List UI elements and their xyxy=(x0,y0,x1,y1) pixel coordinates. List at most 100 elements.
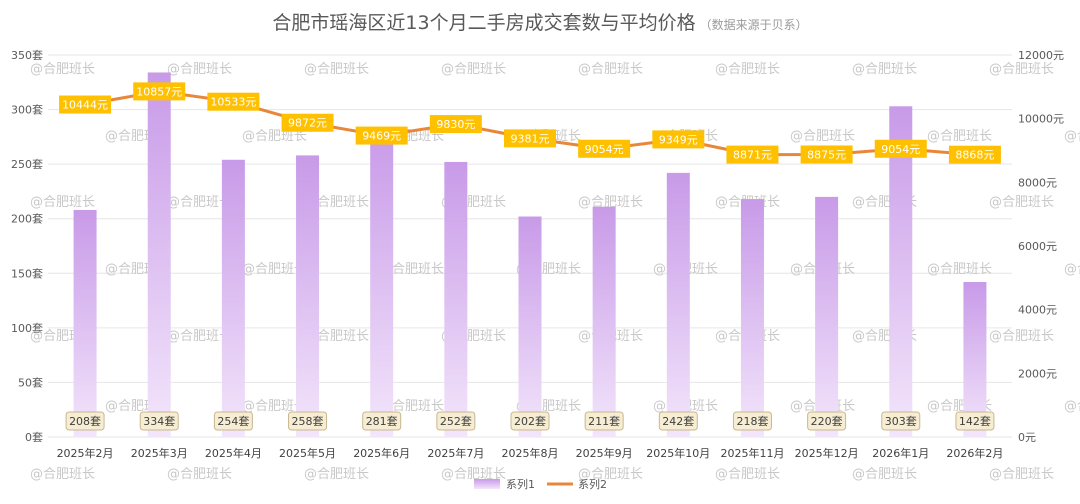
watermark-text: @合肥班长 xyxy=(927,262,992,277)
price-label-box xyxy=(578,139,631,158)
price-label-box xyxy=(133,82,186,101)
bar xyxy=(370,130,394,437)
watermark-text: @合肥班长 xyxy=(1064,262,1080,277)
bar xyxy=(889,106,913,437)
watermark-text: @合肥班长 xyxy=(989,329,1054,344)
count-label-box xyxy=(955,411,995,431)
y-right-tick-label: 2000元 xyxy=(1018,367,1057,380)
watermark-text: @合肥班长 xyxy=(242,129,307,144)
watermark-text: @合肥班长 xyxy=(441,62,506,77)
price-label-box xyxy=(504,129,556,148)
bar xyxy=(815,196,839,437)
watermark-text: @合肥班长 xyxy=(167,329,232,344)
watermark-text: @合肥班长 xyxy=(578,62,643,77)
count-label-box xyxy=(436,411,476,431)
watermark-text: @合肥班长 xyxy=(304,329,369,344)
watermark-text: @合肥班长 xyxy=(989,62,1054,77)
y-left-tick-label: 50套 xyxy=(18,376,43,389)
price-label: 9830元 xyxy=(436,118,475,131)
count-label-box xyxy=(288,411,328,431)
count-label-box xyxy=(732,411,772,431)
title-block: 合肥市瑶海区近13个月二手房成交套数与平均价格 （数据来源于贝系） xyxy=(0,8,1080,35)
price-label-box xyxy=(207,92,260,111)
count-label: 242套 xyxy=(662,415,694,428)
legend-label: 系列2 xyxy=(578,477,607,491)
watermark-text: @合肥班长 xyxy=(167,62,232,77)
price-label: 10444元 xyxy=(62,99,108,112)
price-label: 9349元 xyxy=(659,133,698,146)
y-right-tick-label: 8000元 xyxy=(1018,176,1057,189)
count-label-box xyxy=(362,411,402,431)
y-right-tick-label: 0元 xyxy=(1018,431,1036,444)
price-label-box xyxy=(652,130,705,149)
count-label: 258套 xyxy=(292,415,324,428)
watermark-text: @合肥班长 xyxy=(927,129,992,144)
price-label: 8875元 xyxy=(807,148,846,161)
watermark-text: @合肥班长 xyxy=(441,467,506,482)
watermark-text: @合肥班长 xyxy=(30,467,95,482)
count-label: 303套 xyxy=(885,415,917,428)
watermark-text: @合肥班长 xyxy=(304,467,369,482)
price-label-box xyxy=(948,145,1001,164)
price-label-box xyxy=(726,145,779,164)
x-category-label: 2025年9月 xyxy=(576,446,633,460)
legend-bar-swatch xyxy=(474,479,500,489)
y-left-tick-label: 0套 xyxy=(25,431,43,444)
count-label-box xyxy=(881,411,921,431)
watermark-text: @合肥班长 xyxy=(379,262,444,277)
count-label-box xyxy=(658,411,698,431)
watermark-text: @合肥班长 xyxy=(30,195,95,210)
price-label-box xyxy=(874,139,927,158)
count-label-box xyxy=(510,411,550,431)
bar xyxy=(73,209,97,437)
bar xyxy=(147,72,171,437)
x-category-label: 2025年8月 xyxy=(502,446,559,460)
watermark-text: @合肥班长 xyxy=(852,467,917,482)
bar xyxy=(666,172,690,438)
watermark-text: @合肥班长 xyxy=(989,467,1054,482)
y-right-tick-label: 10000元 xyxy=(1018,113,1064,126)
count-label-box xyxy=(807,411,847,431)
price-label-box xyxy=(59,95,112,114)
bar xyxy=(296,155,320,437)
count-label-box xyxy=(139,411,179,431)
watermark-text: @合肥班长 xyxy=(167,467,232,482)
bar xyxy=(963,282,987,437)
bar xyxy=(592,206,616,437)
bar xyxy=(221,159,245,437)
x-category-label: 2025年5月 xyxy=(279,446,336,460)
x-category-label: 2025年10月 xyxy=(646,446,710,460)
price-label-box xyxy=(429,115,482,134)
watermark-text: @合肥班长 xyxy=(715,62,780,77)
watermark-text: @合肥班长 xyxy=(242,399,307,414)
legend-label: 系列1 xyxy=(506,477,535,491)
price-label: 10533元 xyxy=(210,96,256,109)
count-label-box xyxy=(213,411,253,431)
watermark-text: @合肥班长 xyxy=(379,399,444,414)
price-label-box xyxy=(800,145,853,164)
bar xyxy=(444,161,468,437)
price-label: 10857元 xyxy=(136,85,182,98)
watermark-text: @合肥班长 xyxy=(989,195,1054,210)
y-left-tick-label: 300套 xyxy=(11,104,43,117)
price-label-box xyxy=(281,113,334,132)
bar xyxy=(740,199,764,437)
count-label-box xyxy=(65,411,105,431)
x-category-label: 2025年12月 xyxy=(795,446,859,460)
x-category-label: 2025年6月 xyxy=(353,446,410,460)
x-category-label: 2025年3月 xyxy=(131,446,188,460)
count-label: 208套 xyxy=(69,415,101,428)
count-label-box xyxy=(584,411,624,431)
watermark-text: @合肥班长 xyxy=(304,62,369,77)
price-label-box xyxy=(355,126,408,145)
price-label: 9054元 xyxy=(881,143,920,156)
y-left-tick-label: 200套 xyxy=(11,213,43,226)
count-label: 218套 xyxy=(736,415,768,428)
count-label: 142套 xyxy=(959,415,991,428)
count-label: 254套 xyxy=(217,415,249,428)
count-label: 252套 xyxy=(440,415,472,428)
count-label: 220套 xyxy=(811,415,843,428)
watermark-text: @合肥班长 xyxy=(578,467,643,482)
price-label: 8868元 xyxy=(955,149,994,162)
y-right-tick-label: 4000元 xyxy=(1018,304,1057,317)
